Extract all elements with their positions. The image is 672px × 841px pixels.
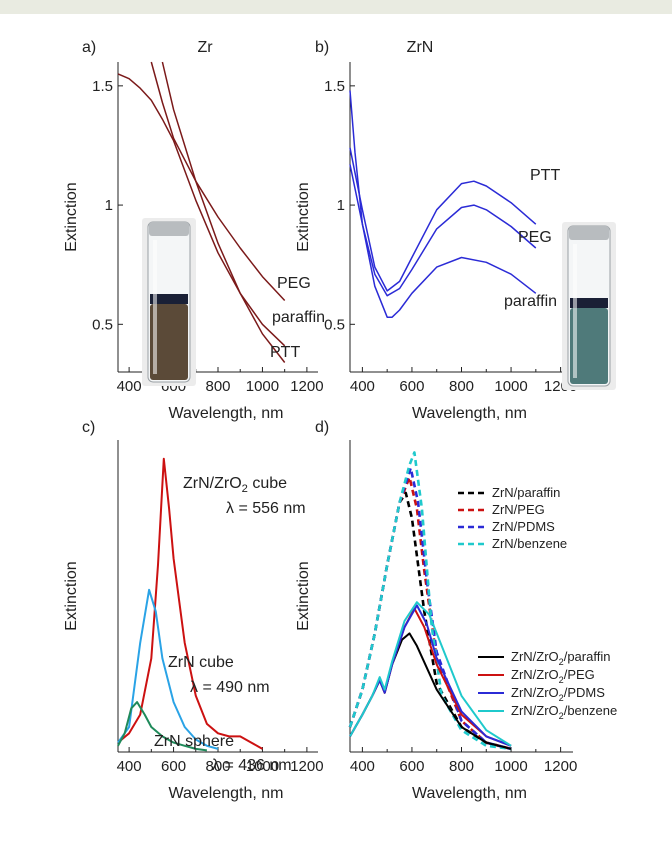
panel-d-legend-solid-item: ZrN/ZrO2/paraffin [511,649,610,667]
panel-b-series-paraffin [349,90,537,318]
panel-d-x-tick-label: 1200 [544,758,577,775]
panel-a-series-ptt [161,61,286,363]
panel-d-series-zrn-zro2-benzene [349,601,512,747]
panel-d-legend-dashed-item: ZrN/PDMS [492,519,555,534]
panel-d-legend-dashed-item: ZrN/benzene [492,536,567,551]
panel-c-x-tick-label: 600 [161,758,186,775]
vial-cap [569,226,609,240]
panel-d-x-tick-label: 400 [350,758,375,775]
panel-a-label: a) [82,39,96,56]
panel-b-label: b) [315,39,329,56]
panel-c-series-2 [117,701,208,752]
panel-d-legend-solid-item-part: ZrN/ZrO [511,685,559,700]
panel-d-legend-solid-item: ZrN/ZrO2/benzene [511,703,617,721]
panel-b-series-ptt [349,147,537,292]
panel-d-series-zrn-paraffin [348,491,512,751]
panel-d-legend-dashed-item: ZrN/paraffin [492,485,560,500]
panel-b-x-tick-label: 600 [399,378,424,395]
panel-c-annot-zrn-zro2-cube-part: ZrN/ZrO [183,475,242,492]
panel-c-series-1 [117,588,219,750]
panel-b-title: ZrN [407,39,434,56]
panel-b-x-axis-label: Wavelength, nm [412,405,527,422]
panel-d-label: d) [315,419,329,436]
panel-d-legend-solid-item-part: ZrN/ZrO [511,649,559,664]
panel-a-x-tick-label: 1000 [246,378,279,395]
panel-a-x-tick-label: 400 [117,378,142,395]
vial-meniscus [570,298,608,308]
panel-d-x-tick-label: 1000 [494,758,527,775]
vial-highlight [573,244,577,378]
vial-photo-brown [142,218,196,386]
panel-d-legend-solid-item-part: ZrN/ZrO [511,703,559,718]
panel-d-x-axis-label: Wavelength, nm [412,785,527,802]
panel-c-annot-zrn-cube: ZrN cube [168,654,234,671]
panel-a-label-ptt: PTT [270,344,300,361]
panel-a-series-peg [150,61,286,302]
panel-c-x-tick-label: 1200 [290,758,323,775]
vial-highlight [153,240,157,374]
panel-c-series-0 [117,457,263,750]
panel-d-x-tick-label: 800 [449,758,474,775]
panel-d-legend-dashed-item: ZrN/PEG [492,502,545,517]
panel-a-y-axis-label: Extinction [63,182,80,251]
panel-d-legend-solid-item-sub: 2 [559,693,564,703]
panel-d-series-zrn-benzene [348,451,512,751]
vial-cap [149,222,189,236]
vial-liquid [570,308,608,384]
panel-b-label-paraffin: paraffin [504,293,557,310]
vial-liquid [150,304,188,380]
panel-b-y-tick-label: 1 [337,197,345,214]
panel-a-label-paraffin: paraffin [272,309,325,326]
panel-b-x-tick-label: 1000 [494,378,527,395]
panel-a-x-axis-label: Wavelength, nm [168,405,283,422]
panel-d-legend-solid-item-part: ZrN/ZrO [511,667,559,682]
vial-photo-teal [562,222,616,390]
panel-d-legend-solid-item-rest: /PDMS [564,685,606,700]
panel-c-annot-zrn-zro2-cube-rest: cube [248,475,287,492]
panel-b-series-peg [349,164,537,297]
panel-c-label: c) [82,419,95,436]
frame-top-bar [0,0,672,14]
panel-d-legend-solid-item-sub: 2 [559,675,564,685]
panel-c-annot-zrn-sphere: ZrN sphere [154,733,234,750]
vial-meniscus [150,294,188,304]
panel-b-x-tick-label: 400 [350,378,375,395]
panel-a-x-tick-label: 800 [205,378,230,395]
panel-a-title: Zr [197,39,213,56]
panel-c-y-axis-label: Extinction [63,561,80,630]
panel-d-x-tick-label: 600 [399,758,424,775]
panel-c-annot-lambda-490: λ = 490 nm [190,679,270,696]
panel-a-y-tick-label: 1.5 [92,78,113,95]
panel-c-annot-lambda-436: λ = 436 nm [212,757,292,774]
panel-b-y-tick-label: 0.5 [324,316,345,333]
panel-d-legend-solid-item-rest: /PEG [564,667,595,682]
panel-d-legend-solid-item-sub: 2 [559,711,564,721]
panel-c-x-tick-label: 1000 [246,758,279,775]
panel-a-x-tick-label: 1200 [290,378,323,395]
panel-c-annot-zrn-zro2-cube: ZrN/ZrO2 cube [183,475,287,495]
panel-d-legend-solid-item: ZrN/ZrO2/PEG [511,667,595,685]
panel-b-label-peg: PEG [518,229,552,246]
panel-c-x-tick-label: 800 [205,758,230,775]
panel-d-legend-solid-item-rest: /benzene [564,703,618,718]
panel-d-legend-solid-item-sub: 2 [559,657,564,667]
panel-b-label-ptt: PTT [530,167,560,184]
panel-d-y-axis-label: Extinction [295,561,312,630]
panel-c-annot-lambda-556: λ = 556 nm [226,500,306,517]
panel-a-y-tick-label: 1 [105,197,113,214]
panel-d-legend-solid-item-rest: /paraffin [564,649,611,664]
panel-d-series-zrn-pdms [348,466,512,751]
panel-b-y-tick-label: 1.5 [324,78,345,95]
panel-c-x-axis-label: Wavelength, nm [168,785,283,802]
panel-a-y-tick-label: 0.5 [92,316,113,333]
panel-c-x-tick-label: 400 [117,758,142,775]
panel-b-y-axis-label: Extinction [295,182,312,251]
panel-b-x-tick-label: 800 [449,378,474,395]
panel-a-label-peg: PEG [277,275,311,292]
panel-a-series-paraffin [117,73,286,347]
panel-c-annot-zrn-zro2-cube-sub: 2 [242,483,248,495]
panel-d-legend-solid-item: ZrN/ZrO2/PDMS [511,685,605,703]
